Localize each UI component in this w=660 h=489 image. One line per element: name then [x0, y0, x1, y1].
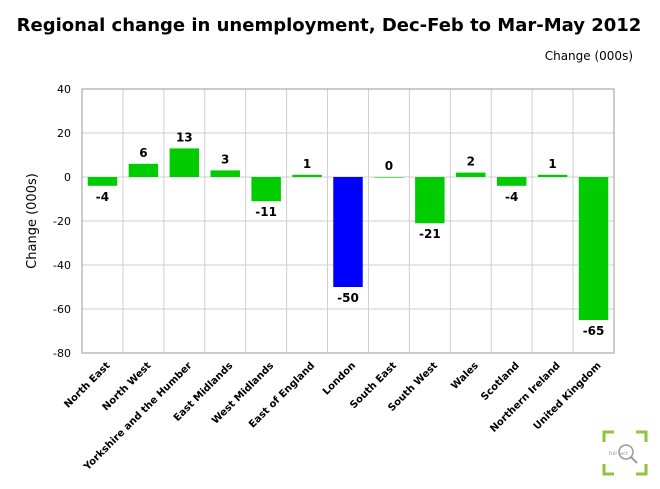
y-tick-label: -40	[53, 259, 71, 272]
bar-london	[333, 177, 363, 287]
bar-united-kingdom	[578, 177, 609, 320]
x-tick-northern-ireland: Northern Ireland	[488, 360, 562, 434]
y-tick-label: 40	[57, 83, 71, 96]
data-label-north-west: 6	[139, 146, 147, 160]
bars	[87, 148, 609, 320]
data-label-west-midlands: -11	[255, 205, 277, 219]
y-tick-label: -60	[53, 303, 71, 316]
y-tick-label: -80	[53, 347, 71, 360]
data-label-south-east: 0	[385, 159, 393, 173]
bar-east-of-england	[292, 174, 322, 177]
chart-subtitle: Change (000s)	[545, 49, 633, 63]
bar-west-midlands	[251, 177, 281, 202]
data-labels: -4 6 13 3 -11 1 -50 0 -21 2 -4 1 -65	[96, 130, 605, 338]
data-label-yorkshire-and-the-humber: 13	[176, 130, 193, 144]
data-label-north-east: -4	[96, 190, 109, 204]
data-label-london: -50	[337, 291, 359, 305]
y-axis-ticks: 40 20 0 -20 -40 -60 -80	[53, 83, 71, 360]
x-tick-london: London	[321, 360, 358, 397]
plot-area	[81, 88, 615, 354]
data-label-east-of-england: 1	[303, 157, 311, 171]
full-fact-logo: full fact	[602, 430, 648, 476]
bar-yorkshire-and-the-humber	[169, 148, 200, 177]
data-label-united-kingdom: -65	[583, 324, 605, 338]
bar-wales	[456, 172, 486, 177]
y-tick-label: -20	[53, 215, 71, 228]
y-axis-label: Change (000s)	[25, 173, 40, 269]
chart-title: Regional change in unemployment, Dec-Feb…	[17, 15, 642, 36]
x-tick-united-kingdom: United Kingdom	[532, 360, 604, 432]
bar-south-west	[415, 177, 445, 224]
data-label-northern-ireland: 1	[548, 157, 556, 171]
x-tick-wales: Wales	[449, 360, 481, 392]
data-label-south-west: -21	[419, 227, 441, 241]
bar-north-east	[87, 177, 118, 186]
logo-text: full fact	[609, 451, 628, 457]
bar-north-west	[128, 163, 159, 177]
bar-east-midlands	[210, 170, 240, 177]
bar-south-east	[374, 177, 404, 178]
x-tick-scotland: Scotland	[479, 360, 522, 403]
bar-scotland	[496, 177, 527, 186]
data-label-wales: 2	[467, 155, 475, 169]
y-tick-label: 0	[64, 171, 71, 184]
bar-northern-ireland	[537, 174, 568, 177]
y-tick-label: 20	[57, 127, 71, 140]
data-label-east-midlands: 3	[221, 152, 229, 166]
data-label-scotland: -4	[505, 190, 518, 204]
